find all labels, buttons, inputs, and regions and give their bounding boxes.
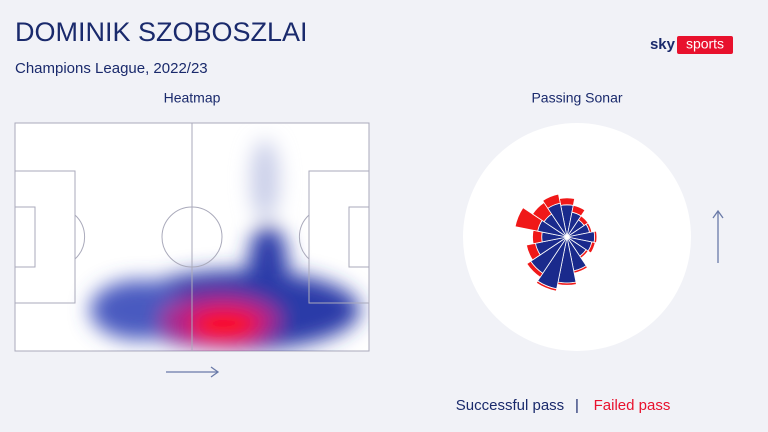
sonar-wedge: [542, 193, 561, 209]
subtitle: Champions League, 2022/23: [15, 60, 208, 77]
sonar-wedge: [532, 229, 543, 245]
sonar-wedge: [558, 197, 576, 206]
pitch: [14, 122, 370, 352]
legend-failed: Failed pass: [594, 397, 671, 414]
heat: [90, 140, 360, 350]
legend-successful: Successful pass: [456, 397, 564, 414]
attack-arrow: [166, 366, 220, 378]
sonar-wedge: [514, 207, 543, 232]
sonar-wedge: [571, 204, 586, 217]
legend-separator: |: [575, 397, 579, 414]
heatmap-label: Heatmap: [164, 90, 221, 106]
sonar-wedge: [587, 241, 596, 254]
sonar-wedge: [593, 230, 598, 244]
sonar-arrow: [712, 209, 724, 263]
logo: sky sports: [650, 36, 733, 54]
title: DOMINIK SZOBOSZLAI: [15, 17, 308, 47]
sonar-wedge: [526, 260, 544, 278]
logo-box: [677, 36, 733, 54]
sonar-wedge: [535, 280, 558, 292]
sonar-wedge: [525, 242, 541, 261]
sonar-label: Passing Sonar: [531, 90, 622, 106]
logo-sports: sports: [686, 36, 724, 52]
logo-sky: sky: [650, 36, 676, 53]
sonar: [514, 193, 598, 292]
